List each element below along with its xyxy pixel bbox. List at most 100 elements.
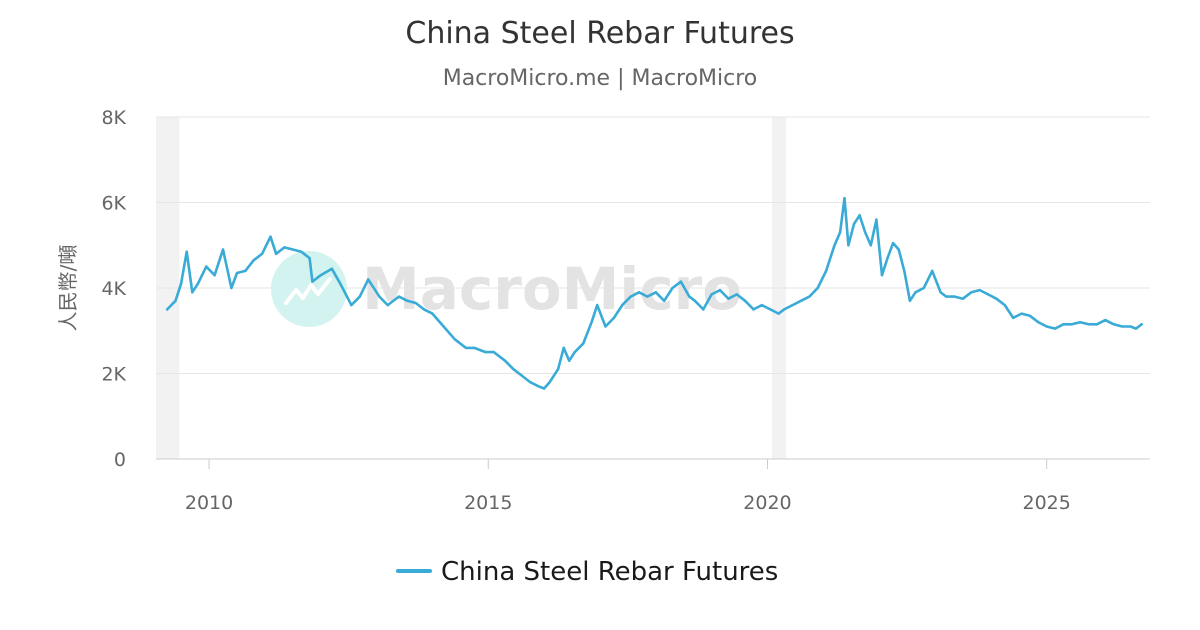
y-tick-label: 4K: [101, 278, 126, 300]
data-point: [568, 359, 571, 362]
chart-subtitle: MacroMicro.me | MacroMicro: [443, 66, 758, 91]
legend[interactable]: China Steel Rebar Futures: [396, 557, 778, 587]
data-point: [1011, 316, 1015, 320]
data-point: [562, 346, 565, 350]
data-point: [230, 286, 233, 290]
data-point: [760, 303, 764, 307]
data-point: [235, 271, 239, 275]
y-tick-label: 6K: [101, 193, 126, 215]
data-point: [205, 265, 208, 268]
data-point: [252, 259, 255, 262]
data-point: [891, 241, 895, 245]
data-point: [914, 291, 917, 294]
data-point: [260, 252, 264, 255]
data-point: [503, 359, 507, 362]
data-point: [838, 231, 842, 234]
data-point: [693, 299, 697, 303]
data-point: [1095, 323, 1099, 326]
data-point: [319, 273, 322, 277]
data-point: [1053, 327, 1057, 330]
data-point: [590, 321, 593, 324]
data-point: [308, 256, 311, 260]
data-point: [431, 312, 434, 315]
data-point: [1087, 323, 1090, 326]
y-axis-ticks: 0 2K 4K 6K 8K: [101, 107, 126, 471]
data-point: [953, 295, 956, 298]
data-point: [520, 374, 523, 377]
data-point: [978, 288, 981, 292]
data-point: [1120, 325, 1124, 328]
data-point: [542, 387, 546, 390]
data-point: [595, 303, 599, 307]
data-point: [743, 299, 747, 303]
data-point: [903, 269, 906, 273]
data-point: [637, 291, 641, 294]
y-tick-label: 0: [114, 449, 126, 471]
data-point: [548, 380, 551, 384]
data-point: [799, 299, 803, 303]
data-point: [1020, 312, 1023, 315]
data-point: [646, 295, 649, 298]
data-point: [922, 286, 926, 290]
data-point: [1140, 323, 1143, 326]
x-axis-ticks: 2010 2015 2020 2025: [185, 459, 1071, 514]
data-point: [1045, 325, 1048, 328]
data-point: [654, 291, 657, 294]
data-point: [808, 295, 811, 298]
data-point: [453, 338, 456, 341]
data-point: [986, 293, 990, 296]
data-point: [283, 246, 286, 249]
data-point: [174, 299, 177, 303]
data-point: [864, 231, 867, 234]
data-point: [291, 248, 295, 251]
data-point: [1078, 321, 1082, 324]
data-point: [735, 293, 738, 296]
data-point: [880, 273, 884, 277]
data-point: [1070, 323, 1074, 326]
data-point: [196, 282, 200, 285]
data-point: [621, 303, 624, 307]
series-line-china-steel-rebar-futures: [165, 196, 1143, 390]
data-point: [221, 248, 225, 251]
data-point: [367, 278, 370, 281]
data-point: [824, 269, 828, 273]
data-point: [484, 350, 487, 354]
y-tick-label: 8K: [101, 107, 126, 129]
x-tick-label: 2015: [464, 492, 512, 514]
data-point: [442, 325, 445, 328]
data-point: [358, 295, 362, 298]
grid-lines: [156, 116, 1150, 374]
data-point: [604, 325, 607, 328]
data-point: [464, 346, 468, 350]
data-point: [556, 368, 560, 371]
data-point: [718, 288, 722, 292]
data-point: [244, 269, 247, 273]
data-point: [165, 308, 169, 311]
y-tick-label: 2K: [101, 364, 126, 386]
data-point: [1104, 318, 1107, 322]
watermark-logo-mark: [284, 277, 332, 305]
data-point: [386, 303, 389, 307]
data-point: [833, 244, 836, 247]
data-point: [512, 368, 515, 371]
data-point: [179, 282, 183, 285]
data-point: [662, 299, 666, 303]
data-point: [311, 280, 314, 283]
data-point: [213, 273, 216, 277]
data-point: [843, 197, 846, 200]
data-point: [528, 380, 532, 384]
data-point: [406, 299, 409, 303]
legend-label[interactable]: China Steel Rebar Futures: [441, 557, 778, 587]
data-point: [875, 218, 878, 221]
data-point: [1134, 327, 1138, 330]
data-point: [791, 303, 794, 307]
data-point: [679, 280, 683, 283]
data-point: [727, 297, 730, 300]
chart-title: China Steel Rebar Futures: [405, 16, 794, 51]
x-tick-label: 2010: [185, 492, 233, 514]
data-point: [886, 256, 889, 260]
data-point: [908, 299, 912, 303]
data-point: [897, 248, 900, 251]
data-point: [777, 312, 780, 315]
